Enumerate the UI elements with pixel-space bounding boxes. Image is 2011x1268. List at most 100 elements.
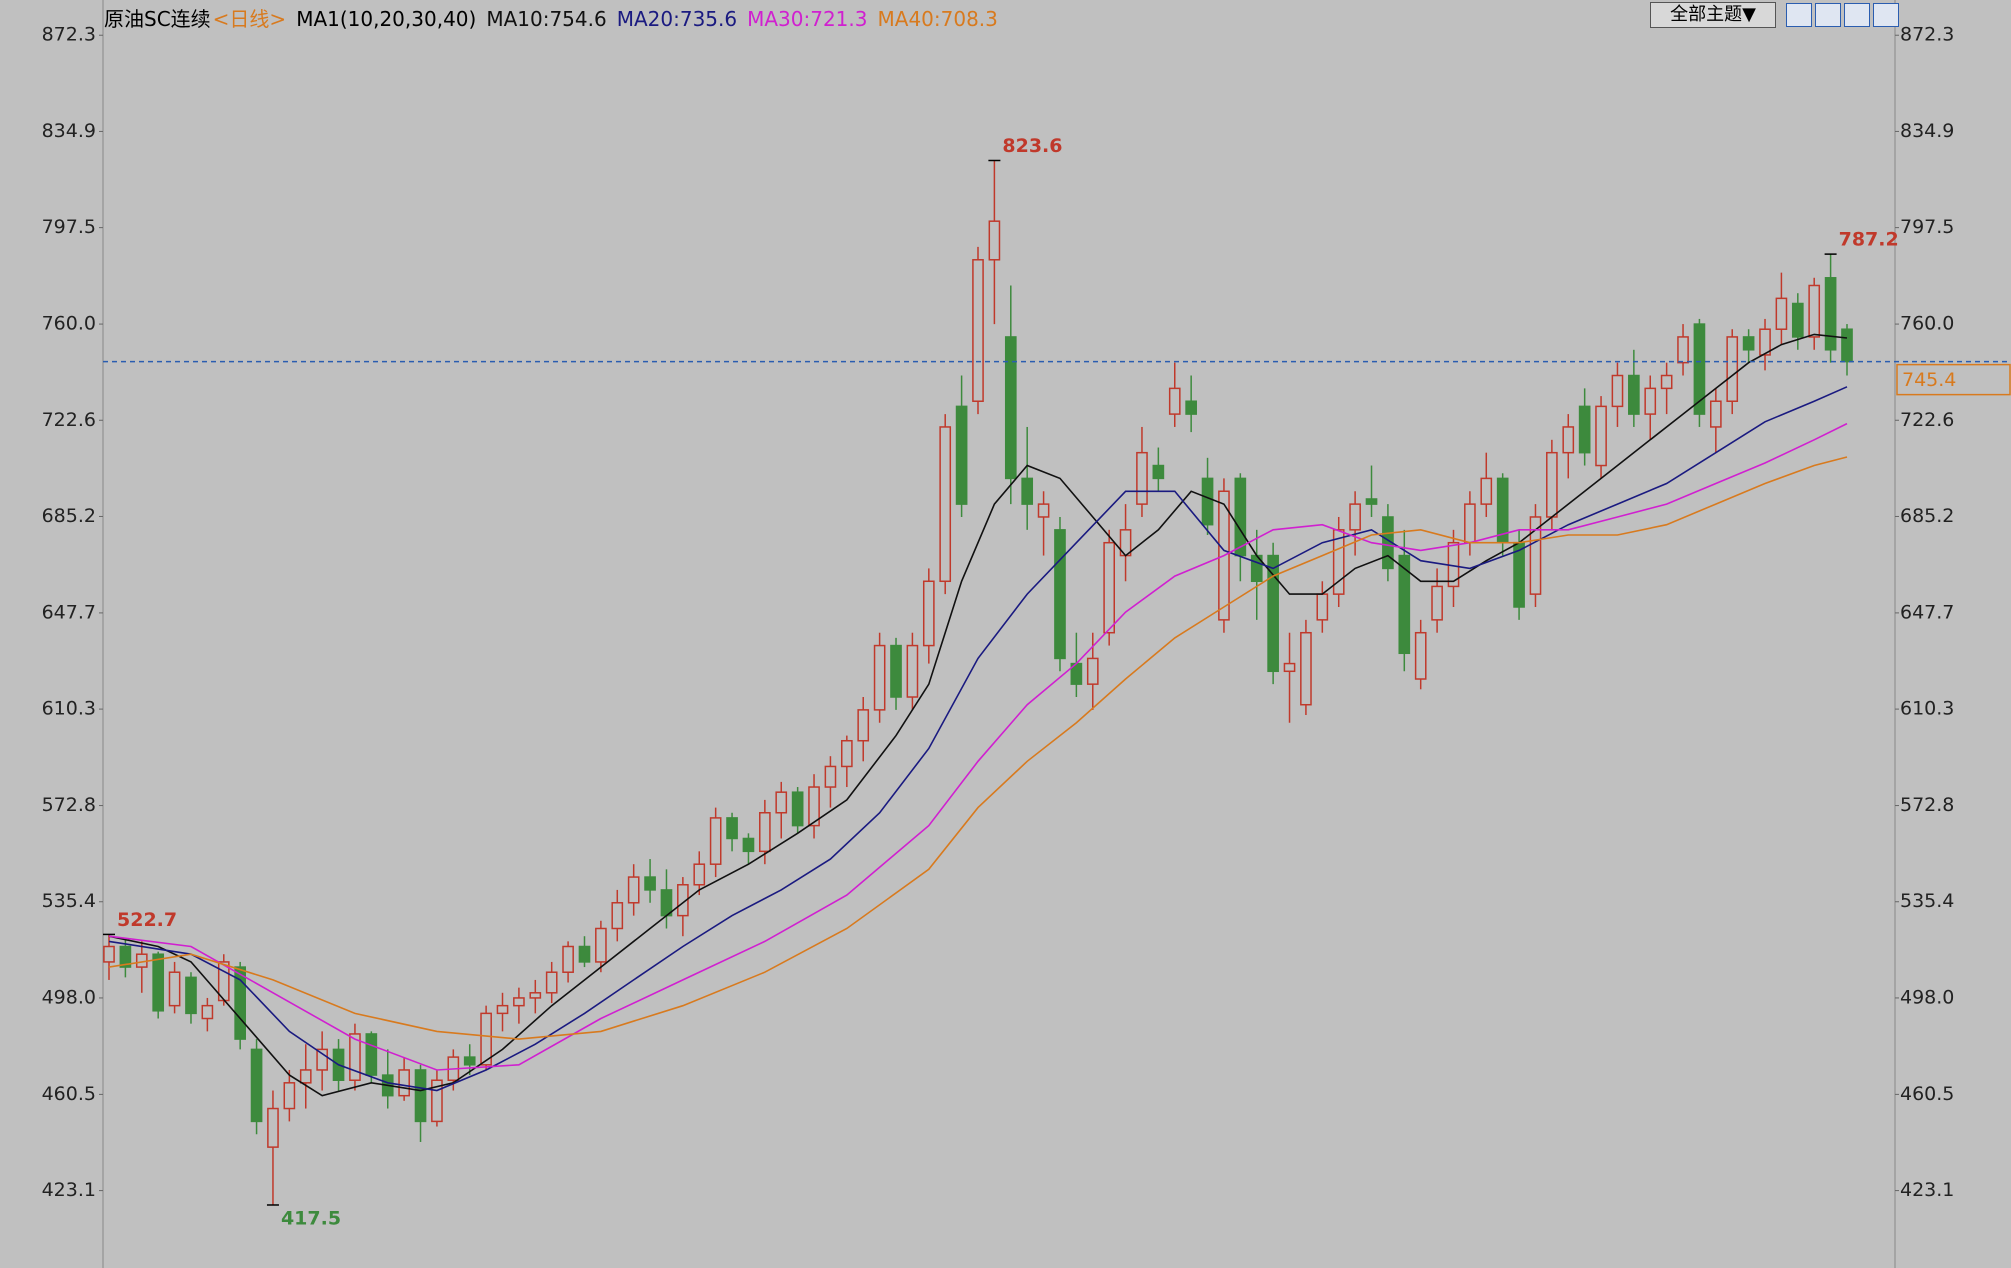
candle-body <box>824 765 837 788</box>
layout-icon[interactable] <box>1844 3 1870 27</box>
candle-body <box>840 739 853 768</box>
candle-body <box>398 1069 410 1097</box>
candle-body <box>627 876 640 904</box>
y-tick-label: 797.5 <box>42 216 96 238</box>
candle-body <box>562 945 574 973</box>
y-tick-label: 872.3 <box>42 24 96 46</box>
y-tick-label: 535.4 <box>42 890 96 912</box>
candle-body <box>316 1048 328 1071</box>
candle-body <box>1021 477 1034 505</box>
candle-body <box>1644 387 1657 415</box>
ma-line <box>108 333 1848 1097</box>
candle-body <box>250 1048 263 1123</box>
y-tick-label-right: 797.5 <box>1900 216 1954 238</box>
candle-body <box>283 1082 296 1110</box>
y-tick-label-right: 498.0 <box>1900 986 1954 1008</box>
theme-button[interactable]: 全部主题▼ <box>1650 2 1776 28</box>
candle-body <box>1152 464 1165 480</box>
y-tick-label: 760.0 <box>42 313 96 335</box>
price-box <box>1896 363 2011 396</box>
ma-line <box>108 456 1848 1040</box>
candle-body <box>1562 426 1575 454</box>
extreme-label: 823.6 <box>1002 135 1062 157</box>
y-tick-label: 423.1 <box>42 1179 96 1201</box>
y-tick-label-right: 460.5 <box>1900 1083 1954 1105</box>
indicator: MA1(10,20,30,40) <box>296 7 477 31</box>
candle-body <box>1349 503 1361 531</box>
y-tick-label-right: 760.0 <box>1900 313 1954 335</box>
candle-body <box>660 889 673 917</box>
layout-icon[interactable] <box>1786 3 1812 27</box>
candle-body <box>513 997 525 1007</box>
candle-body <box>1283 662 1296 673</box>
candle-body <box>1103 541 1116 634</box>
candle-body <box>595 927 607 963</box>
layout-icon[interactable] <box>1873 3 1899 27</box>
candle-body <box>693 863 706 886</box>
candle-body <box>726 817 738 840</box>
candle-body <box>677 884 689 917</box>
candle-body <box>742 837 755 853</box>
candle-body <box>922 580 935 647</box>
y-tick-label: 722.6 <box>42 409 96 431</box>
candle-body <box>1136 451 1148 505</box>
candle-body <box>1300 631 1312 706</box>
y-tick-label-right: 872.3 <box>1900 24 1954 46</box>
candle-body <box>480 1012 492 1066</box>
candle-body <box>775 791 788 814</box>
legend-entry: MA20:735.6 <box>616 7 738 31</box>
candle-body <box>1546 451 1558 518</box>
y-tick-label: 685.2 <box>42 505 96 527</box>
candle-body <box>1365 498 1378 505</box>
candle-body <box>1578 405 1591 454</box>
candle-body <box>1316 593 1329 621</box>
candle-body <box>759 812 771 853</box>
candle-body <box>1480 477 1493 505</box>
candle-body <box>496 1004 509 1015</box>
candle-body <box>267 1107 279 1148</box>
candle-body <box>168 971 181 1007</box>
candle-body <box>1709 400 1722 428</box>
candle-body <box>890 644 902 698</box>
y-tick-label-right: 685.2 <box>1900 505 1954 527</box>
candle-body <box>234 966 247 1040</box>
legend-entry: MA10:754.6 <box>486 7 607 31</box>
y-tick-label: 834.9 <box>42 120 96 142</box>
candle-body <box>1168 387 1181 415</box>
candle-body <box>119 945 132 968</box>
candle-body <box>644 876 656 891</box>
candle-body <box>1677 336 1689 364</box>
candle-body <box>1185 400 1197 415</box>
y-tick-label-right: 722.6 <box>1900 409 1954 431</box>
extreme-label: 417.5 <box>281 1207 341 1229</box>
candle-body <box>1414 631 1427 680</box>
candle-body <box>611 902 624 930</box>
y-tick-label-right: 572.8 <box>1900 794 1954 816</box>
candle-body <box>906 644 919 698</box>
candle-body <box>1529 516 1542 595</box>
candle-body <box>1759 328 1771 356</box>
y-tick-label: 572.8 <box>42 794 96 816</box>
candle-body <box>1841 328 1853 363</box>
candle-body <box>955 405 968 505</box>
candle-body <box>1332 529 1345 595</box>
y-tick-label-right: 423.1 <box>1900 1179 1954 1201</box>
candle-body <box>185 976 197 1015</box>
candle-body <box>431 1079 443 1123</box>
candle-body <box>1201 477 1214 526</box>
candle-body <box>1595 405 1607 467</box>
candle-body <box>1808 284 1821 338</box>
period: <日线> <box>212 7 287 31</box>
candle-body <box>1775 297 1788 330</box>
price-label: 745.4 <box>1902 369 1956 391</box>
y-tick-label: 460.5 <box>42 1083 96 1105</box>
candle-body <box>299 1069 312 1084</box>
y-tick-label-right: 535.4 <box>1900 890 1954 912</box>
ma-line <box>108 386 1848 1092</box>
y-tick-label-right: 834.9 <box>1900 120 1954 142</box>
candle-body <box>365 1033 378 1076</box>
header: 原油SC连续 <日线> MA1(10,20,30,40) MA10:754.6 MA20… <box>104 3 1018 32</box>
layout-icon[interactable] <box>1815 3 1841 27</box>
